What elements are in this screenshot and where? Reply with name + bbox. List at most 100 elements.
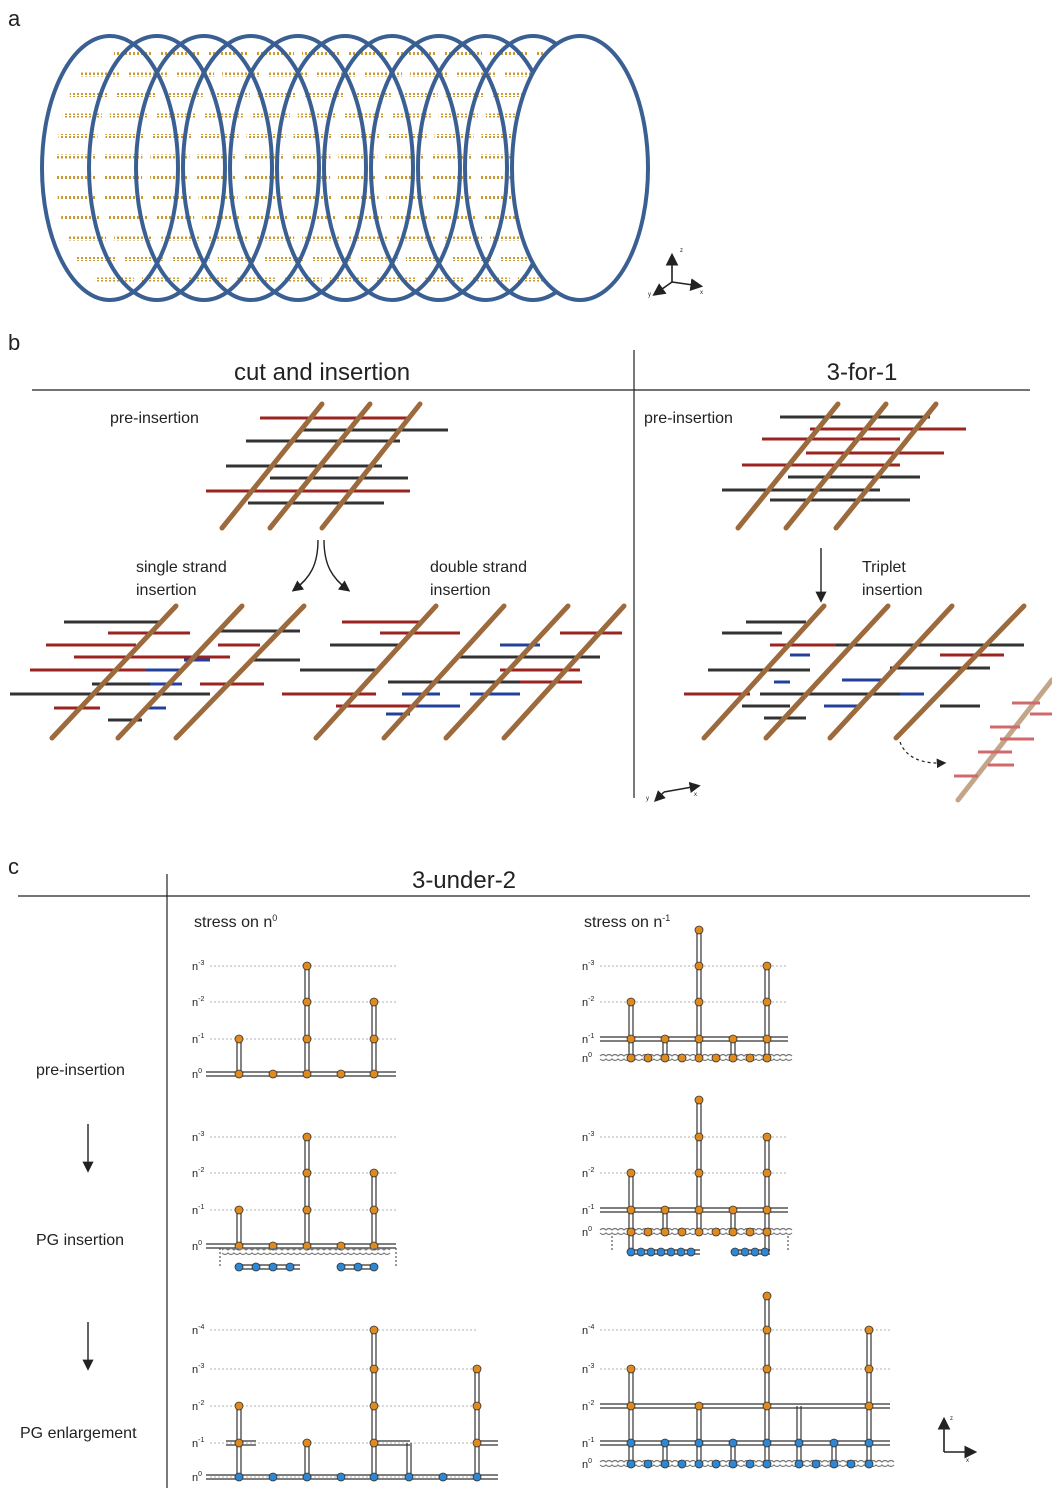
glycan-node (234, 1069, 244, 1079)
glycan-node (762, 961, 772, 971)
inserted-node (369, 1262, 379, 1272)
peptide-crosslinks (499, 257, 539, 261)
peptide-crosslinks (188, 277, 228, 282)
peptide-crosslinks (222, 72, 262, 77)
inserted-node (829, 1459, 839, 1469)
inserted-node (728, 1459, 738, 1469)
glycan-node (302, 1034, 312, 1044)
peptide-crosslinks (443, 236, 483, 241)
peptide-crosslinks (56, 175, 96, 179)
glycan-node (369, 1241, 379, 1251)
glycan-node (745, 1227, 755, 1237)
glycan-node (234, 1438, 244, 1448)
level-label: n-3 (192, 1363, 204, 1376)
inserted-node (404, 1472, 414, 1482)
peptide-crosslinks (250, 113, 290, 118)
inserted-node (829, 1438, 839, 1448)
peptide-crosslinks (405, 257, 445, 261)
glycan-node (369, 997, 379, 1007)
level-label: n0 (582, 1226, 592, 1239)
glycan-strand (763, 603, 891, 741)
glycan-node (472, 1364, 482, 1374)
level-label: n-2 (192, 1167, 204, 1180)
glycan-node (711, 1227, 721, 1237)
peptide-crosslinks (208, 52, 247, 56)
inserted-node (711, 1459, 721, 1469)
peptide-crosslinks (433, 195, 473, 200)
pre-insertion-label-right: pre-insertion (644, 410, 733, 427)
inserted-node (676, 1247, 686, 1257)
axis-y-label-b: y (646, 796, 649, 802)
peptide-crosslinks (76, 257, 116, 261)
level-label: n-2 (192, 1400, 204, 1413)
xyz-axes-icon: z x y (648, 248, 704, 298)
peptide-crosslinks (385, 175, 425, 179)
peptide-crosslinks (114, 236, 154, 241)
peptide-crosslinks (338, 175, 378, 179)
glycan-strand (443, 603, 571, 741)
peptide-crosslinks (485, 113, 525, 118)
cell-wall-cylinder (40, 34, 650, 302)
single-strand-label-2: insertion (136, 582, 196, 599)
peptide-crosslinks (150, 154, 190, 159)
glycan-ring (181, 34, 321, 302)
glycan-strand (173, 603, 307, 741)
peptide-crosslinks (443, 52, 482, 56)
inserted-node (694, 1438, 704, 1448)
glycan-node (762, 1132, 772, 1142)
glycan-node (302, 1069, 312, 1079)
peptide-crosslinks (349, 236, 389, 241)
peptide-crosslinks (94, 277, 134, 282)
row-label-pg-enlargement: PG enlargement (20, 1425, 137, 1442)
axis-y-label: y (648, 292, 651, 298)
peptide-crosslinks (282, 277, 322, 282)
peptide-crosslinks (103, 154, 143, 159)
peptide-crosslinks (199, 134, 239, 138)
axis-z-label: z (680, 248, 683, 254)
peptide-crosslinks (291, 175, 331, 179)
glycan-node (694, 1227, 704, 1237)
glycan-node (302, 1132, 312, 1142)
glycan-node (694, 961, 704, 971)
inserted-node (251, 1262, 261, 1272)
peptide-crosslinks (61, 216, 101, 220)
glycan-node (626, 1227, 636, 1237)
glycan-node (626, 1168, 636, 1178)
glycan-node (728, 1053, 738, 1063)
peptide-crosslinks (257, 93, 297, 97)
peptide-crosslinks (339, 195, 379, 200)
inserted-node (730, 1247, 740, 1257)
peptide-crosslinks (297, 113, 337, 118)
sacculus-mesh-triplet (684, 603, 1027, 741)
level-label: n-1 (582, 1033, 594, 1046)
peptide-crosslinks (109, 113, 149, 118)
level-label: n-4 (582, 1324, 594, 1337)
glycan-strand (827, 603, 955, 741)
inserted-node (846, 1459, 856, 1469)
peptide-crosslinks (170, 257, 210, 261)
glycan-node (762, 997, 772, 1007)
split-arrows (291, 539, 351, 592)
glycan-node (762, 1325, 772, 1335)
peptide-crosslinks (398, 93, 438, 97)
inserted-node (626, 1459, 636, 1469)
peptide-crosslinks (302, 236, 342, 241)
peptide-crosslinks (245, 195, 285, 200)
double-strand-label-2: insertion (430, 582, 490, 599)
glycan-node (864, 1325, 874, 1335)
peptide-crosslinks (255, 52, 294, 56)
xz-axes-icon-c: z x (937, 1416, 978, 1464)
peptide-crosslinks (235, 277, 275, 282)
glycan-node (711, 1053, 721, 1063)
peptide-crosslinks (492, 93, 532, 97)
peptide-crosslinks (197, 154, 237, 159)
peptide-crosslinks (452, 257, 492, 261)
peptide-crosslinks (175, 72, 215, 77)
glycan-node (234, 1205, 244, 1215)
inserted-node (660, 1438, 670, 1448)
peptide-crosslinks (432, 154, 472, 159)
level-label: n-1 (192, 1204, 204, 1217)
peptide-crosslinks (161, 52, 200, 56)
glycan-strand (381, 603, 507, 741)
peptide-crosslinks (62, 113, 102, 118)
